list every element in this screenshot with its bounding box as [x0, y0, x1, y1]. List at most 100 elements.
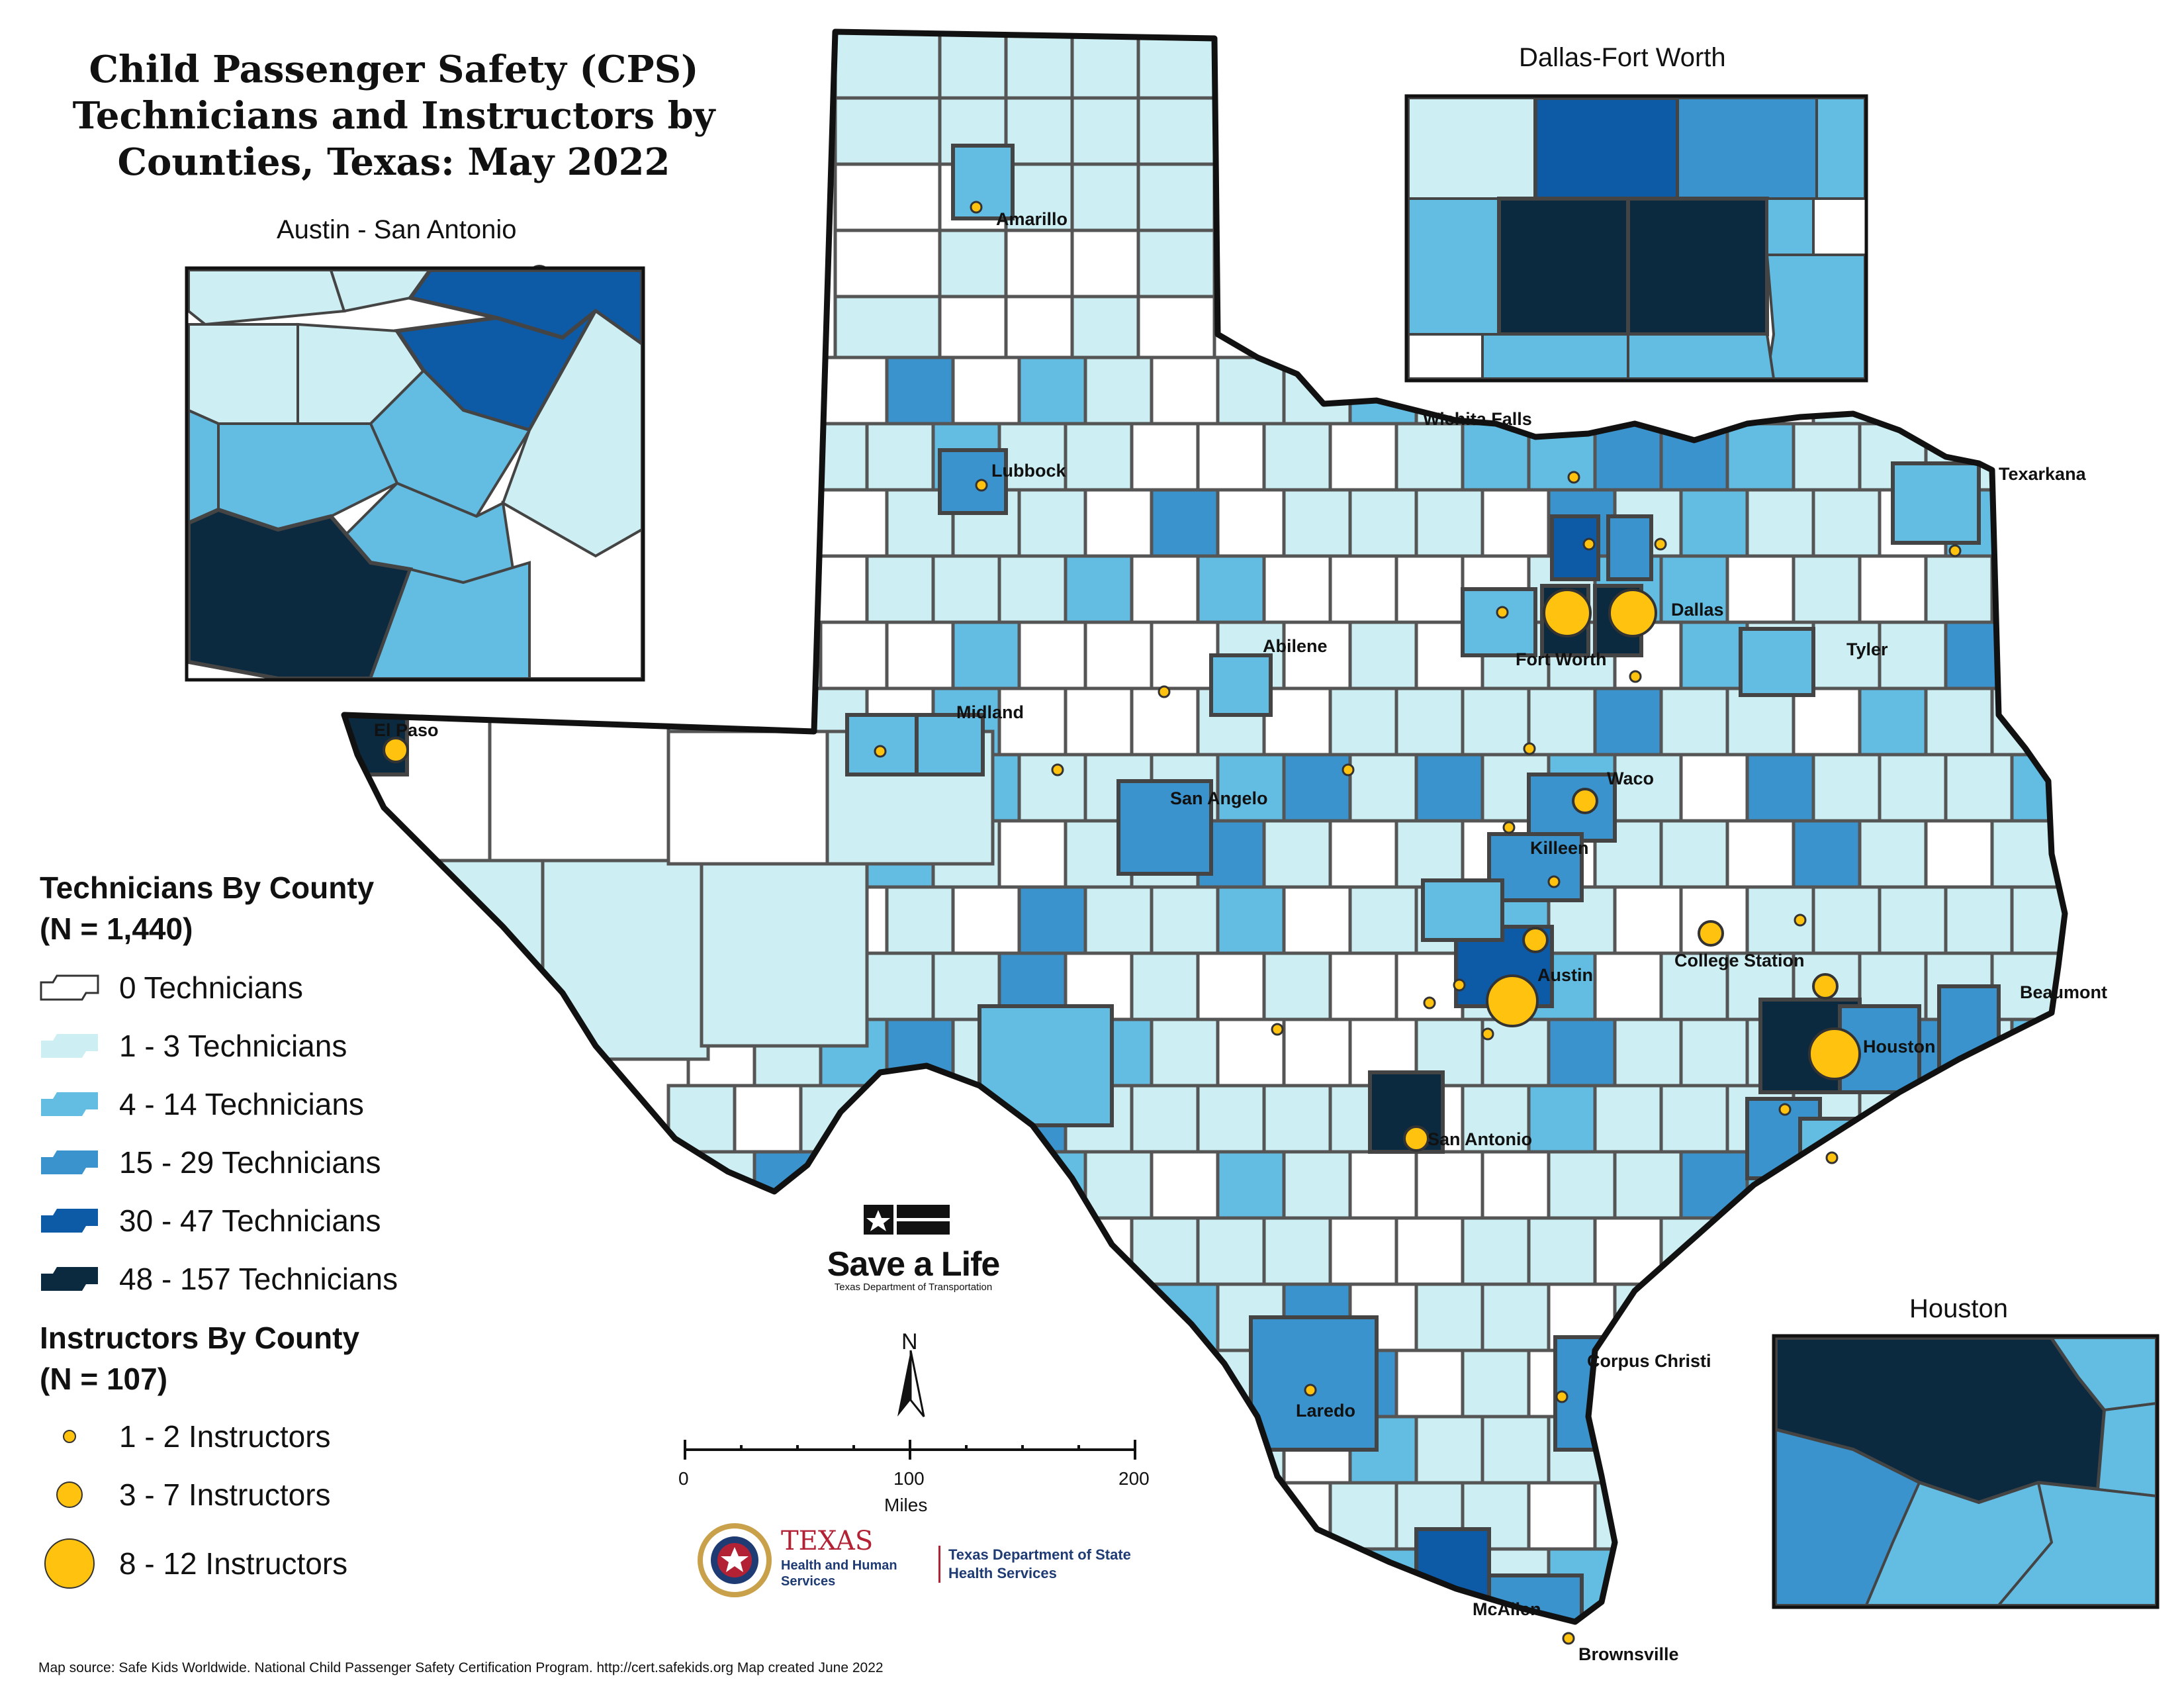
hhs-logo: TEXAS Health and Human Services Texas De… — [695, 1526, 1158, 1599]
scale-tick-100: 100 — [893, 1468, 925, 1489]
county — [833, 228, 942, 299]
county — [1083, 355, 1154, 426]
county — [1136, 295, 1216, 365]
instructor-dot-medium — [56, 1481, 83, 1508]
county — [1858, 819, 1928, 889]
legend-label: 8 - 12 Instructors — [119, 1546, 348, 1581]
county — [1130, 1613, 1200, 1622]
county — [1527, 1084, 1597, 1154]
inset-county — [1627, 333, 1776, 380]
instructor-dot — [1486, 974, 1539, 1027]
county — [1944, 355, 2014, 426]
county — [1944, 753, 2014, 823]
county — [1196, 554, 1266, 624]
city-label: Texarkana — [1999, 464, 2087, 484]
city-label: Brownsville — [1578, 1644, 1679, 1664]
county — [488, 713, 670, 863]
legend-item: 1 - 2 Instructors — [40, 1407, 503, 1466]
county — [1262, 951, 1332, 1021]
legend-item: 0 Technicians — [40, 959, 503, 1017]
county — [1328, 422, 1398, 492]
legend-swatch — [40, 1481, 99, 1508]
county — [1017, 1282, 1087, 1352]
county — [1130, 554, 1200, 624]
instructor-dot — [874, 745, 887, 758]
county — [1130, 951, 1200, 1021]
county — [1394, 819, 1465, 889]
county — [1282, 753, 1352, 823]
county-highlight — [951, 144, 1015, 220]
instructor-dot — [1825, 1151, 1839, 1164]
county — [1679, 1415, 1749, 1485]
city-label: Beaumont — [2020, 982, 2107, 1002]
county — [1348, 620, 1418, 690]
legend-label: 30 - 47 Technicians — [119, 1203, 381, 1238]
instructor-dot — [1582, 538, 1596, 551]
county — [1064, 422, 1134, 492]
inset-county — [1407, 97, 1537, 200]
county — [1083, 885, 1154, 955]
map-title: Child Passenger Safety (CPS) Technicians… — [46, 46, 741, 185]
county — [1328, 686, 1398, 757]
county-highlight — [845, 713, 922, 776]
county — [951, 355, 1021, 426]
county — [1745, 753, 1815, 823]
county — [1216, 1150, 1286, 1220]
county — [1878, 1150, 1948, 1220]
county-highlight — [938, 448, 1008, 515]
county-highlight — [1421, 878, 1504, 942]
county — [1262, 554, 1332, 624]
instructor-dot — [1948, 544, 1962, 557]
county — [1328, 1216, 1398, 1286]
instructor-dot — [1423, 996, 1436, 1009]
county — [1150, 488, 1220, 558]
county — [865, 951, 935, 1021]
county — [1282, 488, 1352, 558]
city-label: Dallas — [1671, 600, 1724, 620]
instructor-dot — [1555, 1390, 1569, 1403]
inset-county — [1766, 197, 1815, 256]
dshs-text: Texas Department of State Health Service… — [938, 1546, 1131, 1583]
county — [1196, 1216, 1266, 1286]
county — [865, 1084, 935, 1154]
county — [1659, 951, 1729, 1021]
inset-county — [1481, 333, 1629, 380]
logo-main-text: Save a Life — [827, 1245, 1001, 1284]
legend: Technicians By County (N = 1,440) 0 Tech… — [40, 867, 503, 1603]
county — [1196, 1481, 1266, 1551]
county — [1282, 1150, 1352, 1220]
county — [1136, 32, 1216, 100]
county — [686, 488, 756, 558]
county-highlight — [915, 713, 985, 776]
city-label: Wichita Falls — [1423, 409, 1532, 429]
county — [1593, 1084, 1663, 1154]
legend-swatch — [40, 1266, 99, 1292]
inset-county — [369, 561, 531, 680]
city-label: Killeen — [1530, 838, 1589, 858]
instructor-dot — [1403, 1125, 1430, 1152]
city-label: Waco — [1607, 769, 1654, 788]
county — [1004, 295, 1074, 365]
county-highlight — [1116, 779, 1213, 876]
legend-item: 3 - 7 Instructors — [40, 1466, 503, 1524]
county-highlight — [1249, 1315, 1379, 1452]
inset-austin-san-antonio — [185, 266, 645, 682]
hhs-sub-line: Health and Human — [781, 1558, 897, 1573]
county — [1480, 488, 1551, 558]
title-line: Child Passenger Safety (CPS) — [89, 48, 699, 91]
instructor-dot — [1562, 1632, 1575, 1645]
county — [1017, 620, 1087, 690]
county — [1725, 1216, 1796, 1286]
city-label: Austin — [1537, 965, 1593, 985]
county-highlight — [1606, 514, 1653, 581]
legend-instr-n: (N = 107) — [40, 1362, 168, 1396]
county — [1004, 96, 1074, 166]
county — [733, 1084, 803, 1154]
county — [1792, 686, 1862, 757]
instructor-dot — [1342, 763, 1355, 776]
inset-county — [187, 323, 299, 425]
instructor-dot — [970, 201, 983, 214]
county — [1745, 488, 1815, 558]
county — [1328, 1613, 1398, 1622]
county — [1878, 753, 1948, 823]
